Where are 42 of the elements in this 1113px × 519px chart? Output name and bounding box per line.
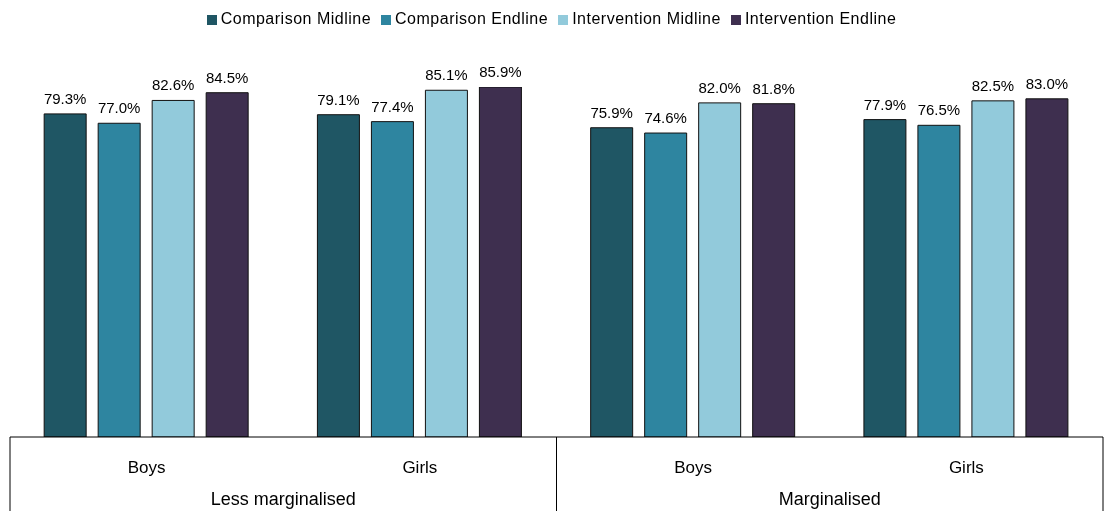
bar bbox=[370, 121, 414, 437]
data-label: 79.3% bbox=[43, 89, 87, 107]
data-label: 83.0% bbox=[1025, 74, 1069, 92]
bar bbox=[43, 113, 87, 437]
bar bbox=[205, 92, 249, 437]
data-label: 77.0% bbox=[97, 99, 141, 117]
text: Less marginalised bbox=[210, 489, 356, 509]
bar bbox=[151, 99, 195, 437]
legend-label: Comparison Endline bbox=[395, 10, 549, 27]
bar bbox=[97, 122, 141, 437]
bar bbox=[917, 124, 961, 437]
x-tick-label: Boys bbox=[674, 458, 713, 478]
legend-label: Intervention Endline bbox=[744, 10, 897, 27]
bar bbox=[1025, 98, 1069, 437]
bar bbox=[863, 119, 907, 437]
data-label: 77.9% bbox=[863, 95, 907, 113]
x-tick-label: Girls bbox=[948, 458, 984, 478]
x-tick-label: Boys bbox=[127, 458, 166, 478]
data-label: 82.0% bbox=[698, 78, 741, 96]
bar bbox=[971, 100, 1015, 437]
bar bbox=[590, 127, 634, 437]
bar bbox=[752, 103, 796, 437]
data-label: 85.1% bbox=[425, 66, 468, 84]
data-label: 75.9% bbox=[590, 103, 633, 121]
data-label: 79.1% bbox=[317, 90, 360, 108]
data-label: 76.5% bbox=[917, 101, 961, 119]
data-label: 81.8% bbox=[752, 79, 795, 97]
data-label: 85.9% bbox=[479, 63, 522, 80]
bar bbox=[698, 102, 742, 437]
legend-label: Comparison Midline bbox=[220, 10, 372, 27]
bar bbox=[478, 87, 522, 437]
text: Marginalised bbox=[778, 489, 881, 509]
data-label: 74.6% bbox=[644, 109, 687, 127]
data-label: 82.6% bbox=[151, 76, 195, 94]
data-label: 82.5% bbox=[971, 76, 1015, 94]
bar bbox=[316, 114, 360, 437]
x-tick-label: Girls bbox=[402, 458, 438, 478]
data-label: 77.4% bbox=[371, 97, 414, 115]
data-label: 84.5% bbox=[205, 68, 249, 86]
legend-label: Intervention Midline bbox=[572, 10, 721, 27]
bar bbox=[644, 132, 688, 437]
bar bbox=[424, 89, 468, 437]
